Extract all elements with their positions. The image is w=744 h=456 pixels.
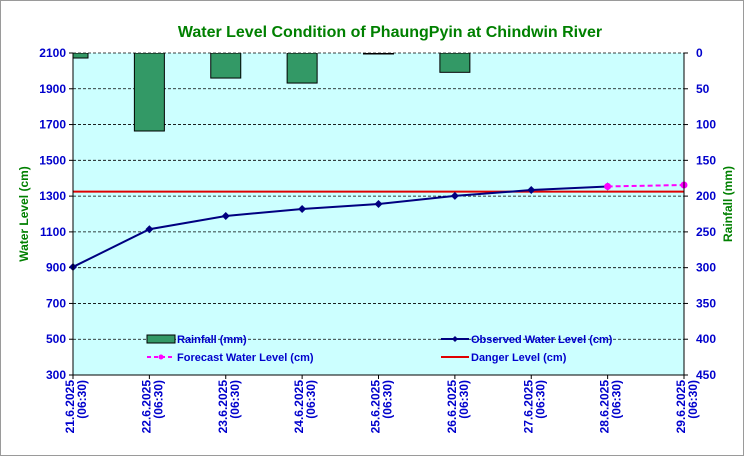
rainfall-bar (210, 53, 242, 79)
y-tick-label: 300 (46, 368, 66, 382)
observed-point (527, 186, 536, 195)
y2-tick-label: 300 (696, 261, 716, 275)
x-tick-label: 22.6.2025 (139, 380, 153, 434)
chart-title: Water Level Condition of PhaungPyin at C… (178, 24, 602, 41)
observed-point (145, 225, 154, 234)
y2-tick-label: 200 (696, 189, 716, 203)
y-axis-label: Water Level (cm) (17, 166, 31, 262)
y-tick-label: 2100 (39, 46, 66, 60)
x-tick-label: 29.6.2025 (674, 380, 688, 434)
rainfall-bar (439, 53, 471, 73)
y2-tick-label: 400 (696, 332, 716, 346)
y-tick-label: 1500 (39, 153, 66, 167)
y-tick-label: 500 (46, 332, 66, 346)
x-tick-label: 26.6.2025 (445, 380, 459, 434)
legend-label: Observed Water Level (cm) (471, 334, 613, 346)
y2-tick-label: 250 (696, 225, 716, 239)
x-tick-sublabel: (06:30) (610, 380, 624, 419)
x-tick-sublabel: (06:30) (304, 380, 318, 419)
plot-area (73, 53, 684, 375)
rainfall-bar (73, 53, 89, 59)
x-tick-sublabel: (06:30) (686, 380, 700, 419)
observed-point (221, 211, 230, 220)
y2-tick-label: 150 (696, 153, 716, 167)
y-tick-label: 700 (46, 296, 66, 310)
rainfall-bars (73, 53, 471, 132)
legend-label: Danger Level (cm) (471, 352, 567, 364)
y2-tick-label: 100 (696, 118, 716, 132)
legend: Rainfall (mm) Observed Water Level (cm) Fo… (146, 334, 613, 364)
x-tick-sublabel: (06:30) (381, 380, 395, 419)
y2-tick-label: 450 (696, 368, 716, 382)
y2-axis-label: Rainfall (mm) (721, 166, 735, 242)
y2-tick-label: 50 (696, 82, 710, 96)
legend-label: Forecast Water Level (cm) (177, 352, 314, 364)
legend-marker-observed (452, 336, 458, 342)
x-tick-label: 27.6.2025 (521, 380, 535, 434)
forecast-point (604, 182, 612, 190)
x-tick-label: 28.6.2025 (598, 380, 612, 434)
y-tick-label: 1300 (39, 189, 66, 203)
observed-point (298, 204, 307, 213)
y-tick-label: 900 (46, 261, 66, 275)
x-tick-label: 23.6.2025 (216, 380, 230, 434)
forecast-line (607, 184, 685, 188)
y-tick-label: 1900 (39, 82, 66, 96)
observed-point (374, 199, 383, 208)
y2-tick-label: 0 (696, 46, 703, 60)
y-tick-label: 1100 (40, 225, 66, 239)
y-tick-label: 1700 (39, 118, 66, 132)
x-tick-label: 25.6.2025 (369, 380, 383, 434)
legend-label: Rainfall (mm) (177, 334, 247, 346)
observed-line (72, 185, 608, 268)
x-tick-sublabel: (06:30) (457, 380, 471, 419)
rainfall-bar (133, 53, 165, 132)
y2-tick-label: 350 (696, 296, 716, 310)
x-tick-sublabel: (06:30) (151, 380, 165, 419)
x-tick-sublabel: (06:30) (228, 380, 242, 419)
x-tick-sublabel: (06:30) (75, 380, 89, 419)
x-tick-label: 24.6.2025 (292, 380, 306, 434)
rainfall-bar (363, 53, 394, 55)
observed-point (450, 191, 459, 200)
legend-marker-forecast (158, 354, 164, 360)
rainfall-bar (286, 53, 318, 84)
x-tick-label: 21.6.2025 (63, 380, 77, 434)
x-tick-sublabel: (06:30) (533, 380, 547, 419)
legend-swatch-rainfall (146, 334, 176, 344)
